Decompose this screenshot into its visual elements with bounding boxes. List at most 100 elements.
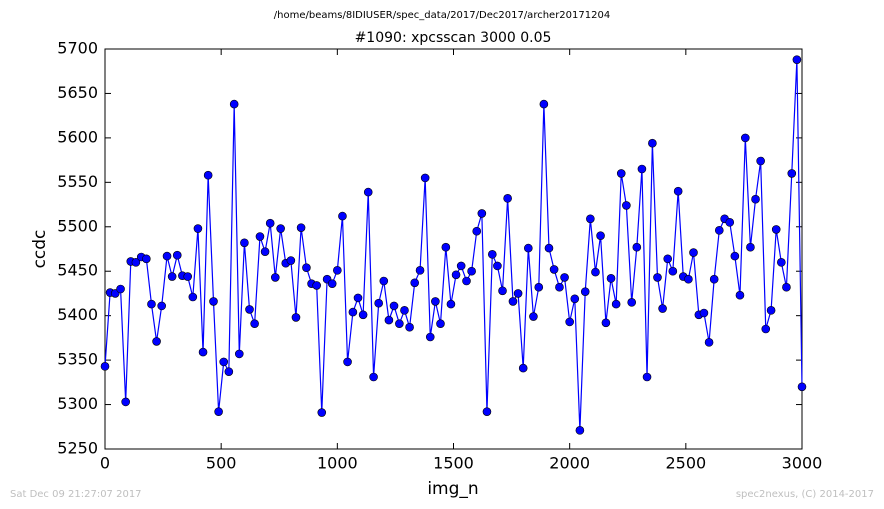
- data-point: [616, 169, 626, 178]
- data-point: [219, 357, 229, 367]
- data-point: [183, 272, 193, 281]
- data-point: [637, 164, 647, 174]
- data-point: [529, 312, 538, 321]
- data-point: [601, 318, 611, 328]
- data-point: [302, 263, 311, 272]
- data-point: [203, 170, 213, 180]
- data-point: [121, 397, 130, 407]
- x-tick-label: 0: [100, 454, 110, 473]
- data-point: [653, 273, 662, 282]
- data-point: [214, 407, 223, 416]
- data-point: [162, 251, 172, 261]
- plot-frame: [104, 48, 803, 450]
- data-point: [462, 276, 471, 286]
- data-point: [539, 99, 549, 109]
- data-point: [498, 286, 507, 296]
- data-point: [333, 266, 342, 275]
- data-point: [224, 367, 234, 376]
- data-point: [622, 201, 631, 210]
- data-point: [658, 304, 667, 313]
- data-point: [425, 332, 435, 342]
- data-point: [606, 274, 616, 283]
- data-point: [291, 313, 301, 322]
- data-point: [100, 362, 110, 371]
- data-point: [312, 281, 321, 290]
- data-point: [508, 297, 518, 306]
- data-point: [673, 186, 683, 196]
- data-point: [524, 243, 533, 253]
- data-point: [611, 299, 621, 309]
- chart-title: #1090: xpcsscan 3000 0.05: [355, 30, 552, 46]
- data-point: [684, 274, 693, 284]
- data-point: [131, 258, 141, 267]
- data-point: [353, 293, 363, 303]
- data-point: [627, 298, 636, 307]
- data-point: [431, 297, 440, 306]
- data-point: [358, 310, 368, 320]
- suptitle: /home/beams/8IDIUSER/spec_data/2017/Dec2…: [274, 10, 610, 21]
- data-point: [709, 274, 719, 284]
- data-point: [642, 372, 652, 382]
- data-point: [725, 218, 735, 227]
- data-point: [255, 232, 265, 241]
- data-point: [648, 138, 657, 148]
- y-tick-label: 5550: [57, 172, 98, 191]
- data-point: [741, 133, 750, 143]
- data-point: [456, 261, 466, 271]
- data-point: [797, 382, 807, 392]
- data-point: [493, 261, 502, 271]
- data-point: [116, 284, 125, 294]
- data-point: [663, 254, 673, 264]
- y-tick-label: 5500: [57, 216, 98, 235]
- data-point: [668, 266, 678, 276]
- data-point: [746, 242, 755, 252]
- data-point: [467, 266, 476, 276]
- data-point: [792, 55, 802, 64]
- data-point: [415, 266, 425, 275]
- y-axis-label: ccdc: [30, 230, 50, 269]
- x-tick-label: 1000: [317, 454, 358, 473]
- data-point: [560, 273, 569, 282]
- data-point: [477, 209, 487, 218]
- data-point: [503, 194, 512, 203]
- data-point: [441, 242, 451, 252]
- data-point: [343, 357, 352, 367]
- data-point: [575, 426, 585, 435]
- data-point: [395, 319, 404, 328]
- y-tick-label: 5400: [57, 305, 98, 324]
- data-point: [167, 272, 177, 281]
- data-point: [782, 282, 791, 292]
- data-point: [766, 306, 776, 315]
- data-point: [400, 306, 409, 315]
- data-line: [104, 59, 803, 431]
- y-tick-label: 5600: [57, 127, 98, 146]
- data-point: [276, 224, 285, 233]
- data-point: [771, 225, 781, 234]
- data-point: [714, 226, 724, 235]
- data-point: [234, 349, 244, 359]
- data-point: [472, 226, 482, 236]
- data-point: [534, 282, 544, 292]
- data-point: [518, 363, 528, 373]
- data-point: [327, 279, 337, 288]
- data-point: [586, 214, 595, 224]
- data-point: [209, 297, 218, 306]
- data-point: [699, 308, 709, 318]
- data-point: [250, 319, 259, 328]
- x-tick-label: 2000: [549, 454, 590, 473]
- data-point: [482, 407, 492, 416]
- data-point: [193, 224, 203, 233]
- data-point: [580, 287, 590, 296]
- data-point: [513, 289, 523, 298]
- data-point: [487, 250, 497, 259]
- data-point: [188, 292, 198, 302]
- data-point: [704, 338, 714, 347]
- data-point: [777, 258, 786, 267]
- y-tick-label: 5700: [57, 39, 98, 58]
- y-tick-label: 5300: [57, 394, 98, 413]
- data-point: [555, 282, 564, 292]
- data-point: [735, 290, 745, 300]
- data-point: [265, 218, 275, 228]
- data-point: [157, 301, 166, 311]
